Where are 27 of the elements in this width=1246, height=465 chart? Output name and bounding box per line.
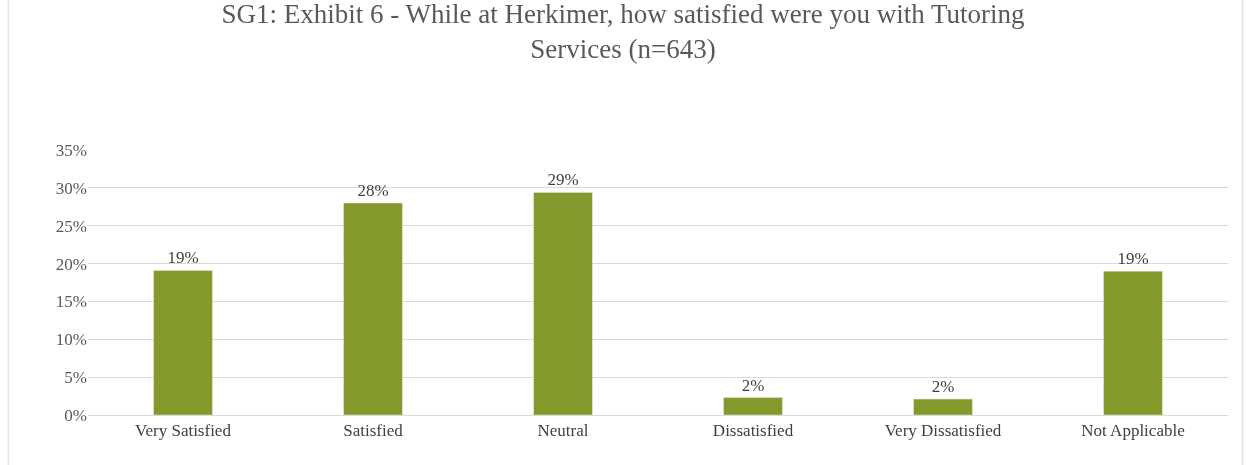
y-tick-label: 0% [64, 405, 87, 425]
y-tick-label: 30% [55, 178, 87, 198]
y-tick-label: 5% [64, 368, 87, 388]
y-tick-label: 25% [55, 216, 87, 236]
data-label: 29% [547, 170, 579, 190]
data-label: 19% [167, 248, 199, 268]
y-tick-label: 15% [55, 292, 87, 312]
x-tick-label: Very Satisfied [135, 421, 232, 441]
x-tick-label: Dissatisfied [712, 421, 794, 441]
bar [723, 397, 783, 415]
data-label: 28% [357, 181, 389, 200]
x-tick-label: Satisfied [343, 421, 404, 441]
chart-title: SG1: Exhibit 6 - While at Herkimer, how satisfied were you with Tutoring Services (n=643) [221, 0, 1025, 65]
y-tick-label: 35% [55, 140, 87, 160]
bar [343, 202, 403, 415]
y-tick-label: 10% [55, 330, 87, 350]
bar [1103, 270, 1163, 415]
bar [913, 398, 973, 415]
data-label: 2% [931, 377, 955, 397]
x-tick-label: Not Applicable [1081, 421, 1185, 441]
x-tick-label: Very Dissatisfied [884, 421, 1002, 441]
bar [533, 192, 593, 415]
data-label: 19% [1117, 249, 1149, 269]
y-tick-label: 20% [55, 254, 87, 274]
data-label: 2% [741, 375, 765, 395]
bar [153, 270, 213, 415]
x-tick-label: Neutral [537, 421, 589, 441]
